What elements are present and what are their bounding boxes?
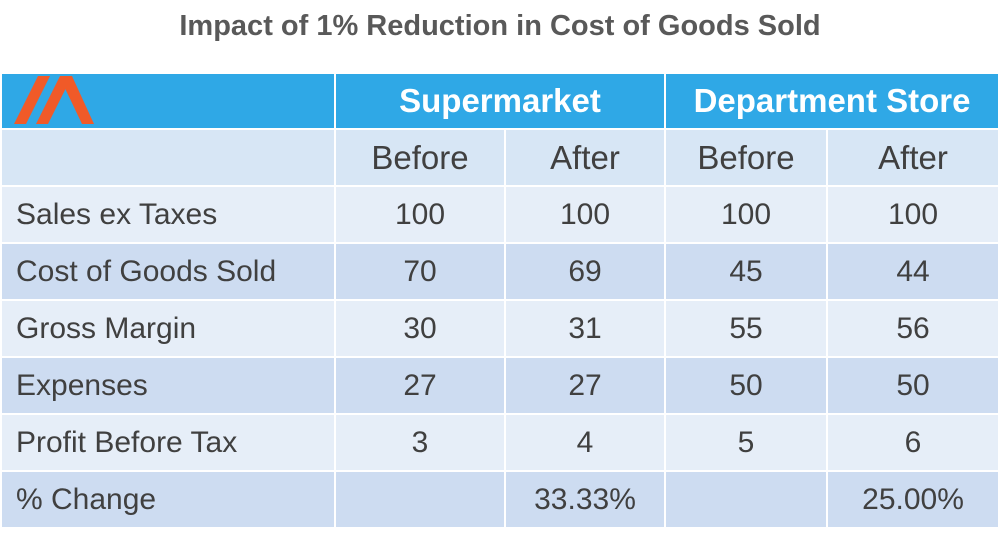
- table-cell: 4: [503, 413, 667, 472]
- row-label: Sales ex Taxes: [0, 185, 336, 244]
- page-title: Impact of 1% Reduction in Cost of Goods …: [179, 10, 821, 42]
- table-cell: 100: [503, 185, 667, 244]
- group-header-row: Supermarket Department Store: [0, 72, 1000, 130]
- table-cell: 56: [826, 299, 1000, 358]
- table-cell: 100: [334, 185, 506, 244]
- group-header-department-store: Department Store: [664, 72, 1000, 130]
- table-cell: 30: [334, 299, 506, 358]
- subheader-cell: Before: [664, 128, 829, 187]
- table-cell: 25.00%: [826, 470, 1000, 529]
- subheader-cell: After: [826, 128, 1000, 187]
- group-header-supermarket: Supermarket: [333, 72, 667, 130]
- table-cell: 50: [664, 356, 829, 415]
- table-row: Sales ex Taxes 100 100 100 100: [0, 185, 1000, 244]
- table-cell: 70: [334, 242, 506, 301]
- table-cell: 6: [826, 413, 1000, 472]
- impact-table: Supermarket Department Store Before Afte…: [0, 72, 1000, 529]
- row-label: Profit Before Tax: [0, 413, 336, 472]
- table-cell: 44: [826, 242, 1000, 301]
- row-label: % Change: [0, 470, 336, 529]
- row-label: Gross Margin: [0, 299, 336, 358]
- table-cell: 100: [826, 185, 1000, 244]
- subheader-cell: Before: [334, 128, 506, 187]
- subheader-row: Before After Before After: [0, 128, 1000, 187]
- table-row: Expenses 27 27 50 50: [0, 356, 1000, 415]
- table-cell: 100: [664, 185, 829, 244]
- table-cell: 27: [334, 356, 506, 415]
- table-cell: 33.33%: [503, 470, 667, 529]
- table-cell: 55: [664, 299, 829, 358]
- table-cell: 27: [503, 356, 667, 415]
- subheader-cell: After: [503, 128, 667, 187]
- table-row: Profit Before Tax 3 4 5 6: [0, 413, 1000, 472]
- table-cell: [664, 470, 829, 529]
- row-label: Cost of Goods Sold: [0, 242, 336, 301]
- table-row: Cost of Goods Sold 70 69 45 44: [0, 242, 1000, 301]
- table-cell: 5: [664, 413, 829, 472]
- brand-logo-icon: [14, 76, 94, 124]
- table-row: % Change 33.33% 25.00%: [0, 470, 1000, 529]
- table-cell: 45: [664, 242, 829, 301]
- table-cell: 69: [503, 242, 667, 301]
- row-label: Expenses: [0, 356, 336, 415]
- table-row: Gross Margin 30 31 55 56: [0, 299, 1000, 358]
- table-cell: 50: [826, 356, 1000, 415]
- subheader-empty: [0, 128, 336, 187]
- logo-cell: [0, 72, 336, 130]
- table-cell: [334, 470, 506, 529]
- table-cell: 3: [334, 413, 506, 472]
- table-cell: 31: [503, 299, 667, 358]
